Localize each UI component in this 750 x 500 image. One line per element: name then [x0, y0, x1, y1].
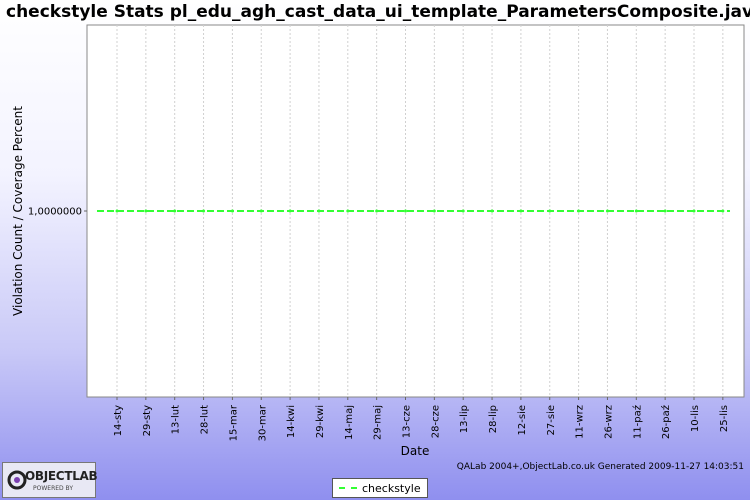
x-tick-label: 29-sty: [142, 405, 153, 436]
y-axis-ticks: 1,0000000: [28, 207, 87, 218]
footer-credit: QALab 2004+,ObjectLab.co.uk Generated 20…: [456, 462, 744, 472]
y-axis-label: Violation Count / Coverage Percent: [11, 106, 25, 316]
legend-swatch-checkstyle: [339, 487, 357, 489]
x-tick-label: 14-maj: [344, 405, 355, 440]
plot-area: [86, 24, 745, 398]
x-tick-label: 13-lut: [171, 405, 182, 434]
x-tick-label: 29-maj: [373, 405, 384, 440]
x-tick-label: 26-wrz: [603, 405, 614, 439]
x-axis-label: Date: [401, 444, 430, 458]
data-point: [692, 209, 696, 213]
data-point: [432, 209, 436, 213]
x-tick-label: 12-sie: [517, 405, 528, 435]
data-point: [317, 209, 321, 213]
x-tick-label: 29-kwi: [315, 405, 326, 438]
data-point: [375, 209, 379, 213]
objectlab-logo-tagline: POWERED BY: [33, 485, 74, 492]
x-tick-label: 28-lut: [200, 405, 211, 434]
data-point: [634, 209, 638, 213]
data-point: [605, 209, 609, 213]
data-point: [519, 209, 523, 213]
x-tick-label: 10-lis: [690, 405, 701, 432]
x-tick-label: 28-lip: [488, 405, 499, 433]
x-tick-label: 28-cze: [430, 405, 441, 438]
x-tick-label: 11-wrz: [575, 405, 586, 439]
data-point: [404, 209, 407, 213]
data-point: [721, 209, 725, 213]
data-point: [548, 209, 552, 213]
data-point: [461, 209, 465, 213]
data-point: [663, 209, 667, 213]
chart-title: checkstyle Stats pl_edu_agh_cast_data_ui…: [6, 2, 750, 22]
legend: checkstyle: [332, 478, 428, 498]
x-tick-label: 13-lip: [459, 405, 470, 433]
data-point: [230, 209, 234, 213]
x-tick-label: 14-kwi: [286, 405, 297, 438]
data-point: [259, 209, 263, 213]
x-tick-label: 14-sty: [113, 405, 124, 436]
data-point: [115, 209, 119, 213]
x-tick-label: 25-lis: [719, 405, 730, 432]
x-tick-label: 26-paź: [660, 405, 672, 439]
x-tick-label: 27-sie: [546, 405, 557, 435]
x-tick-label: 15-mar: [228, 404, 239, 441]
objectlab-logo-brand: OBJECTLAB: [25, 469, 98, 483]
x-tick-label: 30-mar: [257, 404, 268, 441]
y-tick-label: 1,0000000: [28, 207, 82, 218]
data-point: [144, 209, 148, 213]
series-layer: [97, 209, 730, 213]
data-point: [346, 209, 350, 213]
data-point: [173, 209, 177, 213]
objectlab-logo: OBJECTLAB POWERED BY: [2, 462, 98, 498]
x-tick-label: 13-cze: [402, 405, 413, 438]
x-tick-label: 11-paź: [631, 405, 643, 439]
data-point: [202, 209, 206, 213]
objectlab-logo-icon: [7, 470, 27, 490]
data-point: [490, 209, 494, 213]
data-point: [577, 209, 581, 213]
legend-label-checkstyle: checkstyle: [362, 481, 421, 495]
x-axis-ticks: 14-sty 29-sty 13-lut 28-lut 15-mar 30-mar 14-k…: [113, 397, 730, 441]
data-point: [288, 209, 292, 213]
